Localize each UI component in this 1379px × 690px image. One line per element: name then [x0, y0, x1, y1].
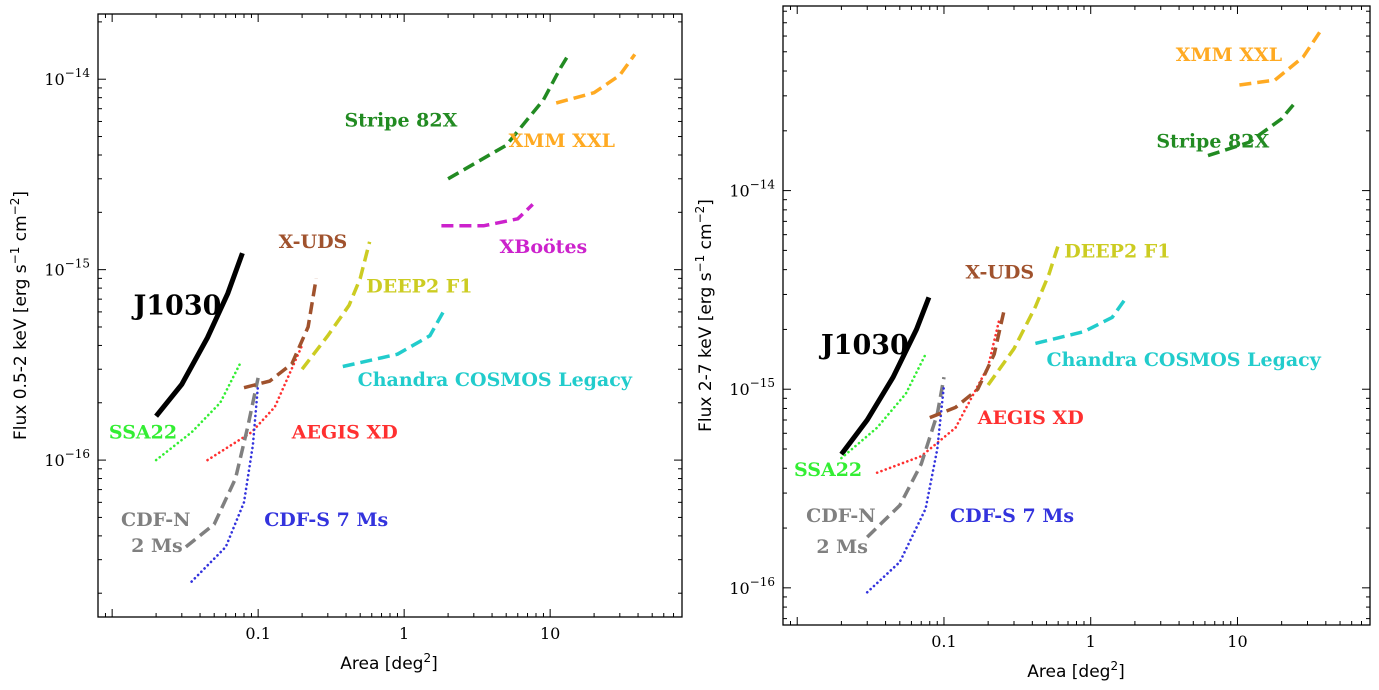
x-tick-label: 1 — [399, 624, 409, 643]
y-tick-label: 10−15 — [44, 257, 90, 280]
series-label-j1030: J1030 — [819, 330, 909, 361]
y-tick-label: 10−14 — [729, 178, 775, 201]
series-line-deep2-f1 — [986, 244, 1060, 387]
y-tick-label: 10−14 — [44, 66, 90, 89]
series-label-xmm-xxl: XMM XXL — [509, 130, 615, 152]
series-label-deep2-f1: DEEP2 F1 — [366, 275, 472, 297]
series-line-j1030 — [839, 296, 932, 456]
left-chart-panel: 0.1 1 10 10−16 10−15 10−14 Area [deg2] Flux 0.5… — [8, 13, 683, 674]
series-label-stripe-82x: Stripe 82X — [344, 109, 457, 131]
series-label-xmm-xxl: XMM XXL — [1176, 44, 1282, 66]
y-tick-label: 10−15 — [729, 376, 775, 399]
y-axis-label: Flux 2-7 keV [erg s−1 cm−2] — [693, 199, 716, 432]
series-line-xmm-xxl — [555, 53, 637, 105]
series-line-ssa22 — [154, 362, 242, 462]
y-tick-label: 10−16 — [729, 575, 775, 598]
series-line-aegis-xd — [206, 344, 304, 462]
series-label-aegis-xd: AEGIS XD — [977, 407, 1084, 429]
right-chart-panel: 0.1 1 10 10−16 10−15 10−14 Area [deg2] Flux 2-7… — [693, 5, 1371, 682]
series-label-aegis-xd: AEGIS XD — [291, 421, 398, 443]
series-line-x-uds — [929, 306, 1007, 420]
series-line-chandra-cosmos-legacy — [342, 308, 447, 369]
series-label-cdf-n-line2: 2 Ms — [131, 535, 183, 557]
series-label-cdf-s-7-ms: CDF-S 7 Ms — [950, 505, 1074, 527]
series-line-stripe-82x — [1207, 103, 1295, 158]
series-label-xbo-tes: XBoötes — [500, 236, 588, 258]
series-label-chandra-cosmos-legacy: Chandra COSMOS Legacy — [358, 369, 633, 391]
series-line-stripe-82x — [447, 56, 569, 181]
series-line-xmm-xxl — [1239, 26, 1325, 87]
series-label-cdf-n: CDF-N — [121, 509, 190, 531]
y-tick-label: 10−16 — [44, 447, 90, 470]
series-label-cdf-n-line2: 2 Ms — [816, 536, 868, 558]
x-tick-label: 0.1 — [931, 632, 956, 651]
series-line-deep2-f1 — [300, 241, 372, 371]
x-tick-label: 0.1 — [245, 624, 270, 643]
series-line-xbo-tes — [441, 203, 534, 228]
series-label-deep2-f1: DEEP2 F1 — [1064, 241, 1170, 263]
x-tick-label: 10 — [1227, 632, 1247, 651]
series-label-cdf-n: CDF-N — [806, 505, 876, 527]
series-line-chandra-cosmos-legacy — [1034, 296, 1128, 346]
x-axis-label: Area [deg2] — [1027, 659, 1124, 682]
series-label-stripe-82x: Stripe 82X — [1156, 130, 1269, 152]
series-line-j1030 — [154, 252, 245, 418]
series-label-chandra-cosmos-legacy: Chandra COSMOS Legacy — [1047, 349, 1322, 371]
series-label-x-uds: X-UDS — [279, 231, 348, 253]
x-tick-label: 1 — [1086, 632, 1096, 651]
y-axis-label: Flux 0.5-2 keV [erg s−1 cm−2] — [8, 191, 31, 440]
x-tick-label: 10 — [540, 624, 560, 643]
series-label-cdf-s-7-ms: CDF-S 7 Ms — [264, 509, 388, 531]
series-label-j1030: J1030 — [131, 291, 221, 322]
series-line-x-uds — [243, 278, 318, 390]
series-line-ssa22 — [840, 352, 927, 460]
series-line-cdf-s-7-ms — [190, 383, 260, 583]
series-line-cdf-n — [865, 376, 946, 539]
x-axis-label: Area [deg2] — [340, 651, 437, 674]
series-label-ssa22: SSA22 — [109, 421, 177, 443]
series-line-aegis-xd — [875, 316, 1002, 474]
series-label-x-uds: X-UDS — [965, 262, 1034, 284]
series-label-ssa22: SSA22 — [794, 459, 862, 481]
series-line-cdf-n — [184, 377, 260, 549]
